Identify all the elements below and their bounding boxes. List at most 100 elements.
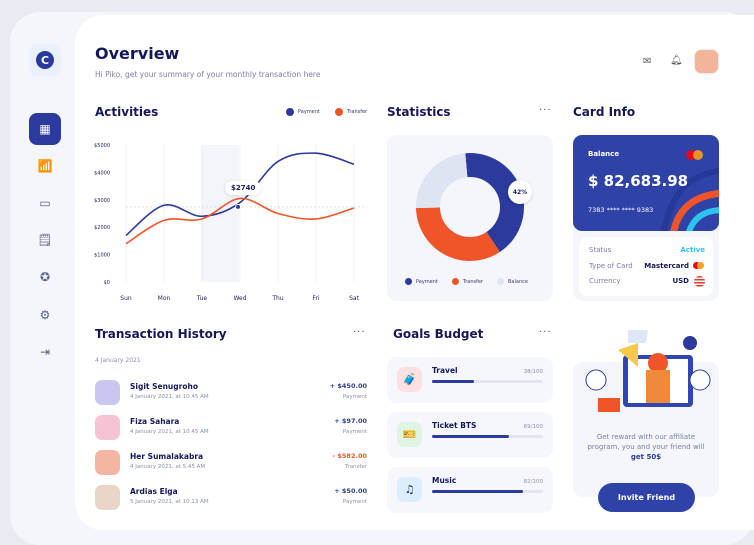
goal-value: 69/100	[523, 424, 543, 430]
more-icon[interactable]: ···	[539, 105, 552, 116]
affiliate-text-body: Get reward with our affiliate program, y…	[587, 433, 705, 451]
status-label: Status	[589, 246, 612, 254]
transaction-date: 4 January 2021, at 10.45 AM	[130, 429, 209, 435]
affiliate-illustration	[585, 330, 711, 412]
series-line-transfer	[125, 197, 355, 245]
x-tick-label: Wed	[233, 295, 246, 302]
ticket-icon: 🎫	[397, 422, 422, 447]
status-badge: Active	[680, 246, 705, 254]
x-tick-label: Thu	[271, 295, 283, 302]
goal-value: 82/100	[523, 479, 543, 485]
goal-progress-fill	[432, 435, 509, 438]
transaction-type: Payment	[342, 394, 367, 400]
card-decoration	[660, 167, 719, 231]
legend-label: Transfer	[462, 278, 483, 285]
more-icon[interactable]: ···	[353, 327, 366, 338]
transaction-row[interactable]: Her Sumalakabra 4 January 2021, at 5.45 …	[95, 450, 367, 480]
slice-balance	[416, 153, 524, 261]
legend-label: Payment	[298, 109, 320, 115]
mail-icon[interactable]: ✉	[643, 56, 652, 67]
legend-balance: Balance	[497, 278, 528, 285]
sidebar-item-analytics[interactable]: 📶	[29, 150, 61, 182]
transaction-type: Payment	[342, 499, 367, 505]
series-line-payment	[125, 152, 355, 237]
card-info-title: Card Info	[573, 105, 636, 119]
transaction-type: Payment	[342, 429, 367, 435]
legend-dot-icon	[451, 278, 459, 285]
credit-card[interactable]: Balance $ 82,683.98 7383 **** **** 9383	[573, 135, 719, 231]
donut-label: 42%	[508, 180, 532, 204]
affiliate-highlight: get 50$	[630, 453, 662, 461]
legend-label: Transfer	[347, 109, 368, 115]
goal-progress-bar	[432, 490, 543, 493]
x-tick-label: Fri	[312, 295, 319, 302]
legend-dot-icon	[335, 108, 343, 116]
avatar	[95, 415, 120, 440]
affiliate-text: Get reward with our affiliate program, y…	[585, 432, 707, 462]
sidebar-item-dashboard[interactable]: ▦	[29, 113, 61, 145]
avatar	[95, 450, 120, 475]
y-tick-label: $2000	[94, 225, 110, 231]
donut-chart	[416, 153, 524, 261]
x-tick-label: Sun	[120, 295, 132, 302]
chart-tooltip: $2740	[225, 181, 262, 195]
sidebar-item-rewards[interactable]: ✪	[29, 261, 61, 293]
logo[interactable]: C	[29, 44, 61, 76]
transaction-amount: + $50.00	[334, 487, 367, 495]
legend-label: Balance	[508, 278, 528, 285]
transaction-date: 4 January 2021, at 10.45 AM	[130, 394, 209, 400]
bell-icon[interactable]: 🔔︎	[670, 55, 683, 66]
x-tick-label: Tue	[196, 295, 208, 302]
legend-transfer: Transfer	[335, 108, 367, 116]
transaction-name: Ardias Elga	[130, 487, 178, 496]
goal-value: 38/100	[523, 369, 543, 375]
wallet-icon: ▭	[39, 196, 51, 210]
currency-label: Currency	[589, 277, 621, 285]
goal-item[interactable]: 🎫 Ticket BTS 69/100	[387, 412, 553, 458]
goal-item[interactable]: 🧳 Travel 38/100	[387, 357, 553, 403]
transaction-name: Her Sumalakabra	[130, 452, 204, 461]
transaction-row[interactable]: Ardias Elga 5 January 2021, at 10.13 AM …	[95, 485, 367, 515]
slice-transfer	[416, 153, 524, 261]
data-point	[235, 203, 241, 210]
legend-dot-icon	[286, 108, 294, 116]
avatar[interactable]	[694, 49, 719, 74]
activities-title: Activities	[95, 105, 159, 119]
transaction-row[interactable]: Sigit Senugroho 4 January 2021, at 10.45…	[95, 380, 367, 410]
transaction-history-title: Transaction History	[95, 327, 227, 341]
sidebar-item-logout[interactable]: ⇥	[29, 336, 61, 368]
y-tick-label: $0	[104, 280, 110, 286]
transaction-row[interactable]: Fiza Sahara 4 January 2021, at 10.45 AM …	[95, 415, 367, 445]
legend-label: Payment	[416, 278, 438, 285]
gear-icon: ⚙	[39, 308, 51, 322]
transaction-amount: + $97.00	[334, 417, 367, 425]
sidebar-item-wallet[interactable]: ▭	[29, 187, 61, 219]
currency-value: USD	[672, 277, 689, 285]
more-icon[interactable]: ···	[539, 327, 552, 338]
y-tick-label: $5000	[94, 143, 110, 149]
legend-dot-icon	[497, 278, 504, 285]
goals-budget-title: Goals Budget	[393, 327, 484, 341]
transaction-date: 4 January 2021	[95, 357, 141, 364]
avatar	[95, 485, 120, 510]
sidebar-item-invoice[interactable]: 🗒	[29, 224, 61, 256]
y-tick-label: $4000	[94, 170, 110, 176]
transaction-amount: + $450.00	[329, 382, 367, 390]
balance-label: Balance	[588, 150, 620, 158]
invite-friend-button[interactable]: Invite Friend	[598, 483, 695, 512]
goal-progress-fill	[432, 490, 524, 493]
goal-name: Travel	[432, 366, 458, 375]
y-tick-label: $3000	[94, 198, 110, 204]
goal-name: Music	[432, 476, 457, 485]
mastercard-icon	[693, 262, 705, 270]
transaction-type: Transfer	[344, 464, 367, 470]
goal-item[interactable]: ♫ Music 82/100	[387, 467, 553, 513]
transaction-name: Sigit Senugroho	[130, 382, 198, 391]
x-tick-label: Mon	[158, 295, 171, 302]
goal-progress-bar	[432, 435, 543, 438]
sidebar-item-settings[interactable]: ⚙	[29, 299, 61, 331]
transaction-date: 5 January 2021, at 10.13 AM	[130, 499, 209, 505]
goal-progress-fill	[432, 380, 475, 383]
receipt-icon: 🗒	[37, 233, 53, 247]
status-row: Status Active	[589, 246, 705, 254]
